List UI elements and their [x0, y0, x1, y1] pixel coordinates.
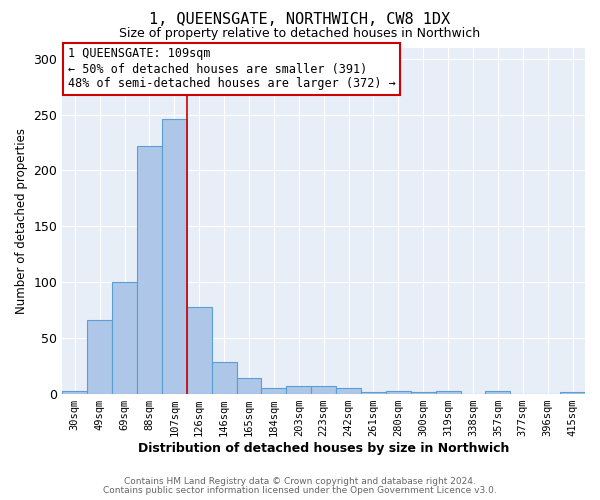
Bar	[112, 282, 137, 394]
Bar	[361, 392, 386, 394]
Bar	[212, 362, 236, 394]
Bar	[485, 390, 511, 394]
Bar	[560, 392, 585, 394]
Text: Contains public sector information licensed under the Open Government Licence v3: Contains public sector information licen…	[103, 486, 497, 495]
Bar	[286, 386, 311, 394]
Y-axis label: Number of detached properties: Number of detached properties	[15, 128, 28, 314]
Bar	[87, 320, 112, 394]
Bar	[262, 388, 286, 394]
Text: 1, QUEENSGATE, NORTHWICH, CW8 1DX: 1, QUEENSGATE, NORTHWICH, CW8 1DX	[149, 12, 451, 28]
Bar	[311, 386, 336, 394]
Bar	[137, 146, 162, 394]
Text: Contains HM Land Registry data © Crown copyright and database right 2024.: Contains HM Land Registry data © Crown c…	[124, 477, 476, 486]
Text: 1 QUEENSGATE: 109sqm
← 50% of detached houses are smaller (391)
48% of semi-deta: 1 QUEENSGATE: 109sqm ← 50% of detached h…	[68, 48, 395, 90]
Bar	[187, 307, 212, 394]
X-axis label: Distribution of detached houses by size in Northwich: Distribution of detached houses by size …	[138, 442, 509, 455]
Bar	[162, 119, 187, 394]
Bar	[62, 390, 87, 394]
Bar	[336, 388, 361, 394]
Bar	[411, 392, 436, 394]
Bar	[436, 390, 461, 394]
Bar	[236, 378, 262, 394]
Bar	[386, 390, 411, 394]
Text: Size of property relative to detached houses in Northwich: Size of property relative to detached ho…	[119, 28, 481, 40]
